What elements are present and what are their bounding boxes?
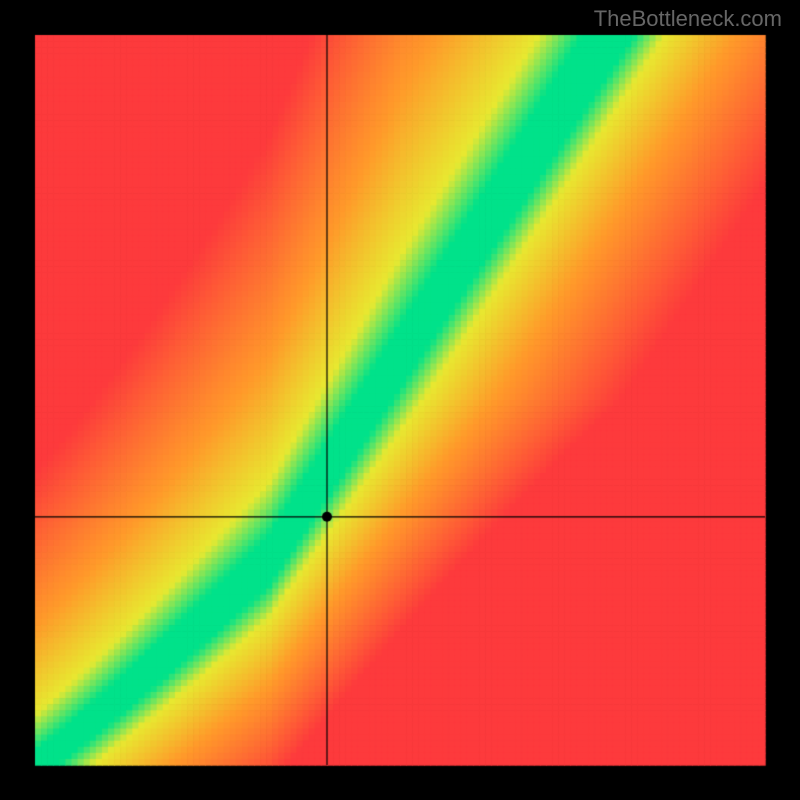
bottleneck-heatmap — [0, 0, 800, 800]
watermark-text: TheBottleneck.com — [594, 6, 782, 32]
chart-container: TheBottleneck.com — [0, 0, 800, 800]
